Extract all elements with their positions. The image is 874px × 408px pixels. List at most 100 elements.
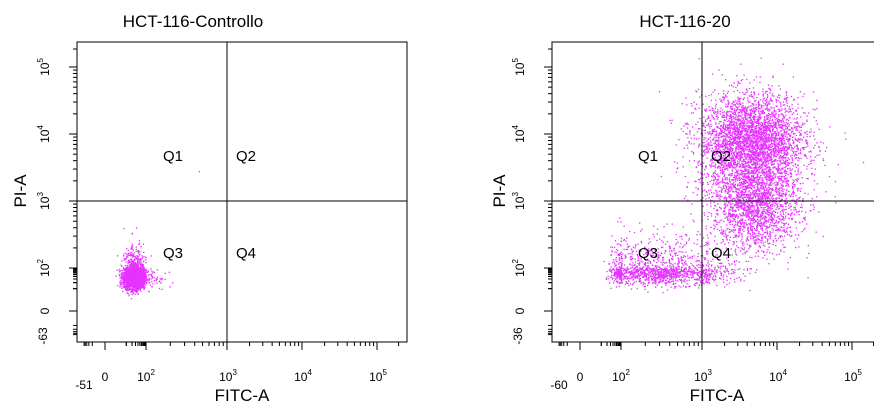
event-dot [144,258,147,261]
event-dot [660,269,663,271]
event-dot [709,276,711,278]
x-tick-label: 103 [219,368,237,384]
event-dot [684,278,686,280]
event-dot [612,259,615,261]
event-dot [623,276,625,278]
event-dot [667,274,669,277]
event-dot [665,271,668,273]
event-dot [639,267,641,269]
event-dot [646,268,649,270]
event-dot [129,283,131,285]
event-dot [665,282,667,284]
event-dot [159,278,161,280]
event-dot [667,272,670,274]
event-dot [716,271,718,274]
event-dot [620,277,622,279]
event-dot [662,256,664,259]
event-dot [676,274,678,276]
y-tick-label: 105 [36,58,52,76]
event-dot [680,286,682,288]
event-dot [676,268,678,270]
event-dot [134,281,136,283]
event-dot [632,265,634,267]
event-dot [632,284,634,286]
event-dot [670,272,673,274]
event-dot [677,276,679,278]
event-dot [142,264,144,266]
event-dot [625,256,627,258]
event-dot [632,273,634,275]
event-dot [146,271,148,274]
event-dot [662,259,664,261]
event-dot [628,280,630,282]
event-dot [717,266,720,269]
event-dot [656,233,658,235]
event-dot [679,274,682,277]
event-dot [125,274,127,276]
event-dot [711,264,713,266]
event-dot [609,270,611,272]
event-dot [779,236,781,238]
event-dot [749,272,751,275]
event-dot [663,269,665,271]
event-dot [645,265,647,267]
event-dot [658,282,660,284]
event-dot [124,276,126,278]
event-dot [613,275,616,277]
event-dot [716,210,718,212]
event-dot [129,280,131,282]
event-dot [636,254,639,256]
event-dot [117,285,119,287]
event-dot [139,280,141,283]
event-dot [654,271,656,274]
event-dot [681,247,684,249]
event-dot [700,283,703,285]
event-dot [126,283,128,286]
event-dot [660,272,662,274]
event-dot [140,278,142,280]
event-dot [655,281,657,283]
event-dot [676,242,678,244]
event-dot [681,271,683,273]
event-dot [156,269,158,271]
event-dot [652,271,654,273]
event-dot [722,241,724,243]
event-dot [143,279,145,281]
event-dot [634,271,636,273]
event-dot [696,269,698,271]
event-dot [691,272,693,274]
event-dot [781,184,783,186]
event-dot [121,274,123,276]
event-dot [633,268,635,271]
event-dot [132,261,134,263]
event-dot [686,241,688,243]
event-dot [140,270,142,273]
event-dot [691,255,693,258]
event-dot [688,270,690,273]
event-dot [143,251,145,253]
event-dot [681,282,683,284]
event-dot [129,264,132,266]
event-dot [648,238,650,240]
event-dot [129,268,131,270]
event-dot [707,237,709,239]
event-dot [617,268,619,270]
event-dot [143,288,145,290]
event-dot [711,273,713,275]
event-dot [624,277,627,279]
event-dot [652,264,654,266]
event-dot [119,286,121,288]
event-dot [664,269,666,271]
event-dot [704,268,707,270]
event-dot [679,236,681,238]
event-dot [662,264,664,266]
event-dot [126,272,129,275]
event-dot [136,275,138,277]
event-dot [137,263,139,266]
event-dot [634,270,637,272]
event-dot [695,260,697,263]
event-dot [746,243,748,245]
event-dot [700,273,702,275]
event-dot [706,277,708,279]
event-dot [142,275,144,277]
